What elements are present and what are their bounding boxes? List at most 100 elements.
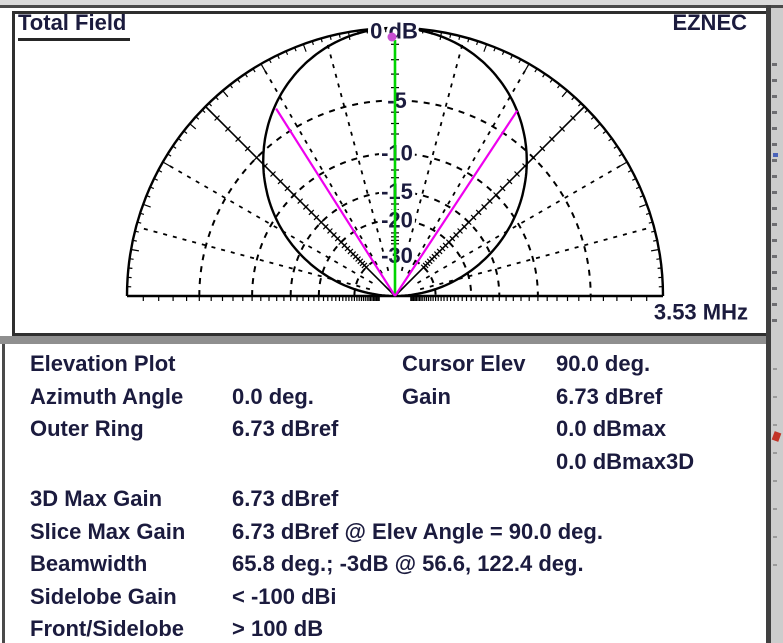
db-tick — [433, 251, 440, 258]
degree-tick — [639, 195, 644, 198]
degree-tick — [208, 102, 213, 107]
info-value: 90.0 deg. — [556, 351, 651, 376]
beamwidth-line — [394, 110, 519, 297]
beamwidth-line — [275, 108, 396, 297]
db-tick — [493, 192, 499, 198]
degree-tick — [260, 63, 266, 72]
degree-tick — [302, 43, 307, 52]
degree-tick — [577, 102, 582, 107]
degree-tick — [162, 161, 171, 167]
degree-tick — [501, 50, 505, 56]
degree-tick — [476, 40, 479, 46]
degree-tick — [635, 186, 641, 190]
degree-tick — [329, 35, 332, 40]
degree-tick — [276, 54, 280, 59]
db-tick — [481, 203, 488, 210]
plot-title: Total Field — [18, 10, 131, 41]
db-tick — [357, 258, 364, 265]
info-label: 3D Max Gain — [30, 486, 163, 511]
degree-tick — [639, 203, 648, 208]
info-panel: Elevation Plot Azimuth Angle 0.0 deg. Outer… — [0, 344, 766, 643]
background-window-sliver — [771, 8, 783, 643]
pattern-trace — [262, 26, 528, 297]
degree-tick — [632, 177, 637, 181]
info-label: Outer Ring — [30, 416, 144, 441]
db-tick — [284, 185, 291, 192]
degree-tick — [561, 90, 568, 98]
degree-tick — [320, 38, 323, 43]
db-tick — [338, 239, 345, 246]
db-tick — [442, 242, 449, 249]
degree-tick — [153, 177, 158, 181]
db-tick — [439, 245, 446, 252]
info-value: 6.73 dBref — [232, 416, 339, 441]
db-tick — [422, 262, 429, 269]
degree-tick — [285, 50, 289, 56]
db-tick — [235, 136, 242, 143]
db-tick — [308, 209, 315, 216]
db-tick — [424, 260, 431, 267]
db-tick — [420, 264, 427, 271]
degree-tick — [134, 230, 139, 233]
db-tick — [297, 198, 304, 205]
db-tick — [499, 185, 506, 192]
db-tick — [318, 219, 325, 226]
db-tick — [244, 145, 251, 152]
db-tick — [426, 258, 433, 265]
info-label: Azimuth Angle — [30, 383, 184, 409]
db-tick — [277, 178, 284, 185]
degree-tick — [483, 43, 488, 52]
degree-tick — [189, 123, 197, 130]
radial-gridline — [417, 162, 626, 284]
info-label: Front/Sidelobe — [30, 616, 184, 641]
degree-tick — [132, 239, 137, 242]
degree-tick — [215, 96, 219, 101]
degree-tick — [294, 47, 297, 52]
info-label: Slice Max Gain — [30, 518, 186, 544]
info-value: 6.73 dBref — [232, 486, 339, 511]
db-tick — [470, 214, 477, 221]
db-tick — [313, 214, 320, 221]
db-tick — [530, 154, 537, 161]
degree-tick — [146, 195, 151, 198]
db-tick — [350, 251, 357, 258]
degree-tick — [129, 258, 134, 260]
degree-tick — [571, 96, 575, 101]
cursor-marker — [387, 32, 397, 42]
info-value: 65.8 deg.; -3dB @ 56.6, 122.4 deg. — [232, 551, 584, 576]
degree-tick — [177, 138, 182, 142]
info-value: < -100 dBi — [232, 583, 337, 609]
db-tick — [363, 264, 370, 271]
degree-tick — [549, 78, 553, 83]
db-tick — [429, 256, 435, 262]
db-tick — [461, 223, 468, 230]
degree-tick — [158, 169, 163, 173]
db-ring — [198, 99, 592, 297]
degree-tick — [518, 59, 522, 64]
degree-tick — [645, 212, 651, 215]
db-tick — [347, 248, 354, 255]
ring-db-label: -30 — [381, 243, 413, 268]
info-value: 6.73 dBref @ Elev Angle = 90.0 deg. — [232, 518, 603, 544]
degree-tick — [172, 145, 177, 149]
degree-tick — [201, 109, 206, 114]
degree-tick — [584, 109, 589, 114]
degree-tick — [493, 47, 496, 52]
degree-tick — [137, 221, 142, 224]
db-tick — [334, 235, 341, 242]
db-tick — [352, 253, 359, 260]
db-tick — [465, 219, 472, 226]
db-tick — [224, 125, 231, 132]
degree-tick — [648, 221, 653, 224]
db-tick — [214, 115, 220, 121]
degree-tick — [557, 84, 561, 89]
degree-tick — [608, 138, 613, 142]
db-tick — [291, 192, 297, 198]
degree-tick — [650, 248, 660, 252]
db-tick — [302, 203, 309, 210]
db-tick — [445, 239, 452, 246]
degree-tick — [252, 68, 256, 73]
sliver-blue-mark — [773, 153, 778, 157]
frequency-label: 3.53 MHz — [654, 300, 748, 325]
